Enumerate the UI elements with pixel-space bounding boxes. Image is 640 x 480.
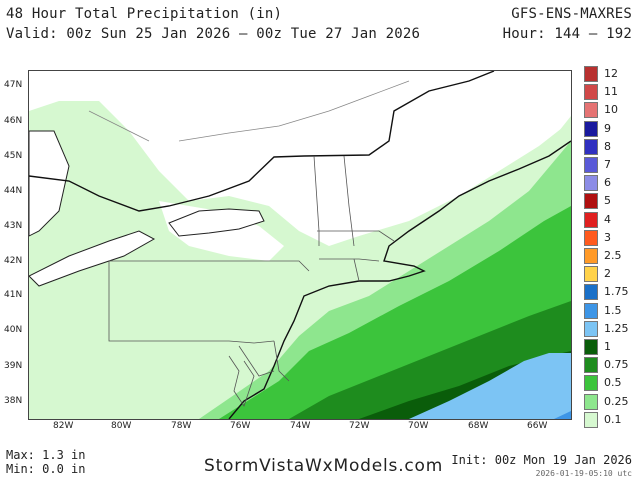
legend-label: 10 bbox=[604, 103, 618, 117]
legend-swatch bbox=[584, 157, 598, 173]
coastline bbox=[228, 140, 571, 419]
lat-label: 44N bbox=[4, 186, 23, 196]
legend-label: 5 bbox=[604, 194, 611, 208]
lat-label: 42N bbox=[4, 256, 23, 266]
precip-1.5-area bbox=[554, 411, 571, 419]
legend-swatch bbox=[584, 120, 598, 137]
legend-label: 3 bbox=[604, 230, 611, 244]
state-border bbox=[109, 260, 310, 272]
legend-swatch bbox=[584, 302, 598, 319]
canadian-border bbox=[178, 80, 410, 142]
legend-label: 7 bbox=[604, 158, 611, 171]
lon-label: 80W bbox=[111, 421, 132, 431]
legend-label: 1.75 bbox=[604, 285, 629, 299]
lon-label: 70W bbox=[408, 421, 429, 431]
max-value: Max: 1.3 in bbox=[6, 448, 86, 462]
valid-time: Valid: 00z Sun 25 Jan 2026 – 00z Tue 27 … bbox=[6, 26, 421, 42]
chesapeake-bay bbox=[228, 355, 255, 407]
intl-border bbox=[29, 71, 495, 212]
lon-label: 68W bbox=[468, 421, 489, 431]
legend-label: 1 bbox=[604, 340, 611, 353]
legend-label: 9 bbox=[604, 121, 611, 135]
canadian-border bbox=[88, 110, 150, 142]
legend-swatch bbox=[584, 102, 598, 119]
legend-label: 8 bbox=[604, 139, 611, 153]
legend-label: 0.1 bbox=[604, 412, 622, 426]
legend-label: 1.5 bbox=[604, 303, 622, 317]
lon-label: 72W bbox=[349, 421, 370, 431]
lon-label: 74W bbox=[290, 421, 311, 431]
legend-swatch bbox=[584, 411, 598, 428]
lon-label: 78W bbox=[171, 421, 192, 431]
legend-swatch bbox=[584, 193, 598, 210]
legend-swatch bbox=[584, 229, 598, 246]
lake-huron bbox=[29, 130, 70, 237]
state-border bbox=[108, 261, 275, 344]
legend-label: 11 bbox=[604, 85, 618, 99]
forecast-hour: Hour: 144 – 192 bbox=[502, 26, 632, 42]
legend-label: 2.5 bbox=[604, 249, 622, 262]
legend-swatch bbox=[584, 320, 598, 337]
lat-label: 41N bbox=[4, 290, 23, 300]
lake-erie bbox=[29, 230, 156, 287]
lake-ontario bbox=[168, 208, 265, 237]
map-title: 48 Hour Total Precipitation (in) bbox=[6, 6, 283, 22]
legend-swatch bbox=[584, 248, 598, 264]
model-name: GFS-ENS-MAXRES bbox=[511, 6, 632, 22]
precip-1.25-area bbox=[409, 353, 571, 419]
lon-label: 66W bbox=[527, 421, 548, 431]
state-border bbox=[238, 345, 275, 377]
legend-label: 6 bbox=[604, 176, 611, 190]
legend-swatch bbox=[584, 375, 598, 392]
legend-swatch bbox=[584, 339, 598, 355]
lat-label: 46N bbox=[4, 116, 23, 126]
lat-label: 43N bbox=[4, 221, 23, 231]
legend-swatch bbox=[584, 211, 598, 228]
precipitation-map bbox=[28, 70, 572, 420]
legend-label: 2 bbox=[604, 267, 611, 281]
legend-label: 0.25 bbox=[604, 394, 629, 408]
lat-label: 39N bbox=[4, 361, 23, 371]
legend-swatch bbox=[584, 84, 598, 101]
lon-label: 82W bbox=[53, 421, 74, 431]
min-value: Min: 0.0 in bbox=[6, 462, 86, 476]
map-canvas bbox=[29, 71, 571, 419]
state-border bbox=[273, 340, 290, 382]
site-credit: StormVistaWxModels.com bbox=[204, 456, 444, 476]
generated-stamp: 2026-01-19-05:10 utc bbox=[535, 469, 632, 478]
lat-label: 47N bbox=[4, 80, 23, 90]
state-border bbox=[353, 258, 360, 282]
legend-swatch bbox=[584, 393, 598, 410]
legend-label: 12 bbox=[604, 67, 618, 80]
state-border bbox=[317, 230, 395, 242]
state-border bbox=[343, 155, 355, 247]
legend-label: 0.5 bbox=[604, 376, 622, 390]
lon-label: 76W bbox=[230, 421, 251, 431]
legend-label: 1.25 bbox=[604, 321, 629, 335]
state-border bbox=[319, 258, 380, 262]
legend-label: 0.75 bbox=[604, 358, 629, 372]
lat-label: 40N bbox=[4, 325, 23, 335]
lat-label: 38N bbox=[4, 396, 23, 406]
legend-swatch bbox=[584, 357, 598, 374]
legend-swatch bbox=[584, 66, 598, 82]
legend-swatch bbox=[584, 138, 598, 155]
lat-label: 45N bbox=[4, 151, 23, 161]
legend-swatch bbox=[584, 284, 598, 301]
init-time: Init: 00z Mon 19 Jan 2026 bbox=[451, 453, 632, 467]
legend-swatch bbox=[584, 175, 598, 192]
legend-label: 4 bbox=[604, 212, 611, 226]
legend-swatch bbox=[584, 266, 598, 283]
